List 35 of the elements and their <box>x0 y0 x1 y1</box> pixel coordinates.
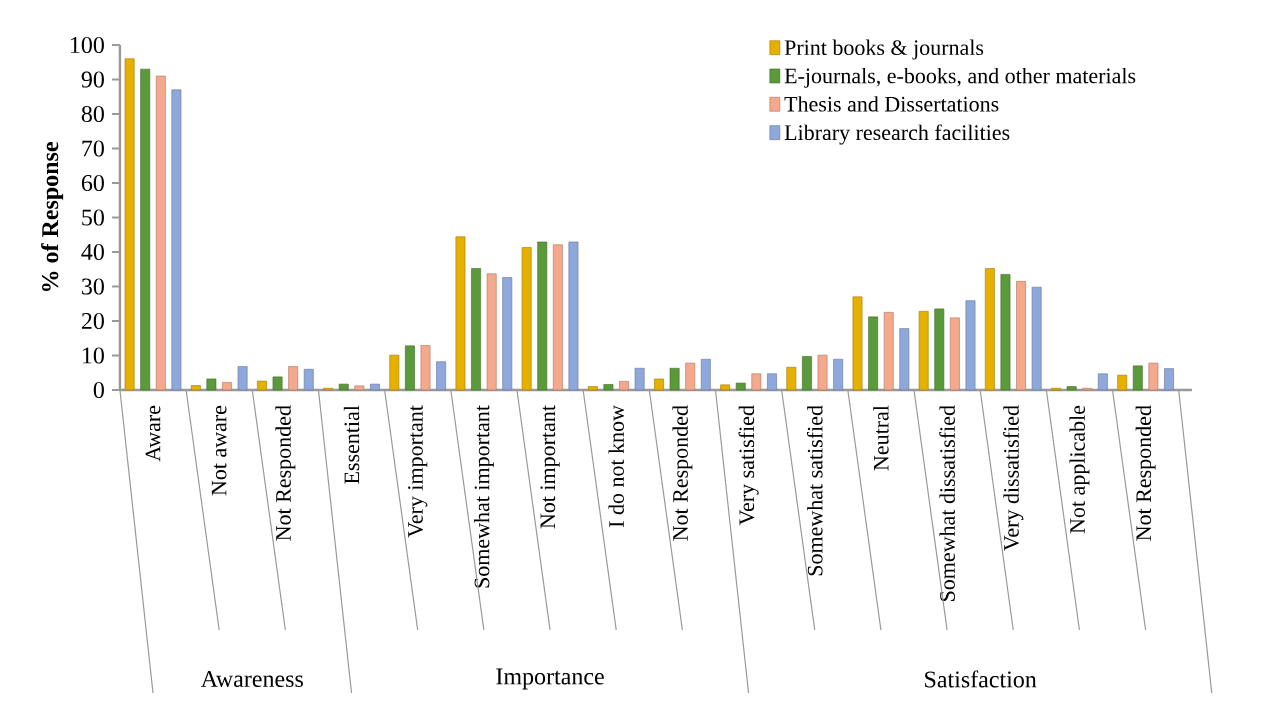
x-tick-label: Very important <box>408 405 428 538</box>
x-tick-label: Very dissatisfied <box>1003 405 1024 551</box>
y-tick-label: 60 <box>81 174 104 192</box>
legend-label: Thesis and Dissertations <box>784 96 999 112</box>
y-tick-label: 50 <box>82 209 104 226</box>
x-tick-label: Not Responded <box>275 405 296 541</box>
text: Awareness <box>200 670 303 688</box>
x-tick-label: Not applicable <box>1069 405 1090 534</box>
x-tick-label: I do not know <box>608 405 624 528</box>
y-tick-label: 80 <box>81 105 104 123</box>
x-tick-label: Somewhat dissatisfied <box>939 405 955 601</box>
legend-label: Print books & journals <box>784 39 984 60</box>
x-tick-label: Not Responded <box>1135 405 1156 541</box>
y-tick-label: 10 <box>82 347 104 364</box>
text: Importance <box>496 668 604 690</box>
y-axis-title: % of Response <box>41 142 64 292</box>
y-tick-label: 70 <box>82 140 104 157</box>
y-tick-label: 30 <box>82 278 104 295</box>
y-tick-label: 90 <box>81 71 104 88</box>
x-tick-label: Not important <box>540 405 560 529</box>
y-tick-label: 100 <box>70 36 104 54</box>
x-tick-label: Very satisfied <box>738 405 759 526</box>
y-tick-label: 0 <box>93 381 104 399</box>
x-tick-label: Aware <box>145 405 161 462</box>
legend-label: E-journals, e-books, and other materials <box>784 67 1136 88</box>
text: Satisfaction <box>925 670 1037 688</box>
x-tick-label: Somewhat satisfied <box>806 405 823 576</box>
x-tick-label: Somewhat important <box>473 405 494 588</box>
legend-label: Library research facilities <box>784 124 1010 145</box>
x-tick-label: Not Responded <box>672 405 693 541</box>
y-tick-label: 20 <box>81 312 104 330</box>
y-tick-label: 40 <box>81 243 104 261</box>
x-tick-label: Essential <box>343 405 360 484</box>
x-tick-label: Neutral <box>873 405 889 471</box>
x-tick-label: Not aware <box>211 405 227 496</box>
